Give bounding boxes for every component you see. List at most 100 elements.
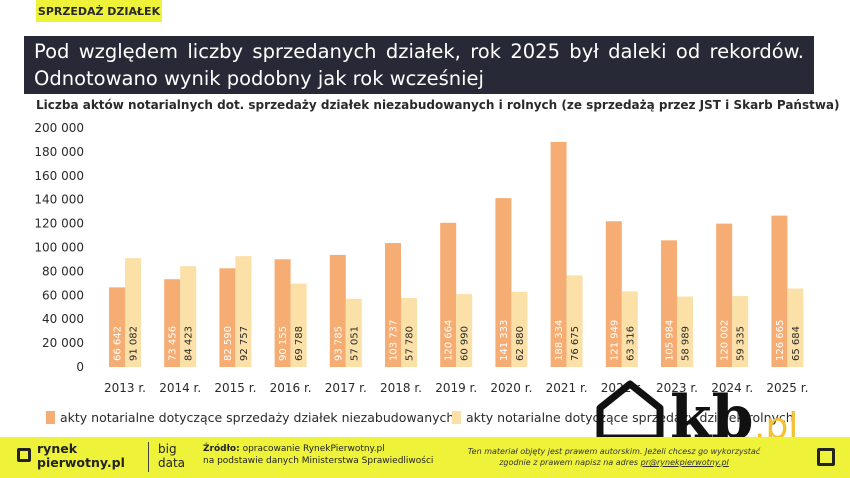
y-tick-label: 180 000 bbox=[34, 145, 84, 159]
y-tick-label: 40 000 bbox=[42, 312, 84, 326]
bar-agricultural bbox=[401, 297, 417, 367]
notice-email-link[interactable]: pr@rynekpierwotny.pl bbox=[640, 458, 729, 467]
bar-agricultural bbox=[345, 298, 362, 367]
data-label: 62 880 bbox=[515, 326, 526, 361]
copyright-notice: Ten materiał objęty jest prawem autorski… bbox=[464, 446, 764, 468]
bigdata-logo: big data bbox=[158, 442, 185, 470]
legend-item-agricultural: akty notarialne dotyczące sprzedaży dzia… bbox=[452, 410, 794, 425]
data-label: 58 989 bbox=[681, 326, 692, 361]
legend-swatch-undeveloped bbox=[46, 411, 55, 424]
x-tick-label: 2014 r. bbox=[159, 381, 201, 395]
y-tick-label: 80 000 bbox=[42, 264, 84, 278]
bar-agricultural bbox=[290, 283, 307, 367]
data-label: 76 675 bbox=[570, 326, 581, 361]
data-label: 93 785 bbox=[333, 326, 344, 361]
x-tick-label: 2016 r. bbox=[270, 381, 312, 395]
data-label: 121 949 bbox=[609, 320, 620, 361]
data-label: 105 984 bbox=[665, 320, 676, 361]
data-label: 90 155 bbox=[278, 326, 289, 361]
data-label: 120 664 bbox=[444, 320, 455, 361]
data-label: 126 665 bbox=[775, 320, 786, 361]
x-tick-label: 2018 r. bbox=[380, 381, 422, 395]
x-tick-label: 2020 r. bbox=[490, 381, 532, 395]
data-label: 92 757 bbox=[239, 326, 250, 361]
data-label: 120 002 bbox=[720, 320, 731, 361]
data-label: 69 788 bbox=[294, 326, 305, 361]
data-label: 60 990 bbox=[460, 326, 471, 361]
data-label: 91 082 bbox=[129, 326, 140, 361]
y-tick-label: 60 000 bbox=[42, 288, 84, 302]
chart-title: Liczba aktów notarialnych dot. sprzedaży… bbox=[36, 98, 840, 112]
headline: Pod względem liczby sprzedanych działek,… bbox=[24, 36, 814, 94]
bar-undeveloped bbox=[329, 254, 346, 367]
source-line-1: opracowanie RynekPierwotny.pl bbox=[239, 444, 385, 454]
legend-label-agricultural: akty notarialne dotyczące sprzedaży dzia… bbox=[466, 410, 794, 425]
data-label: 188 334 bbox=[554, 320, 565, 361]
y-tick-label: 200 000 bbox=[34, 121, 84, 135]
y-tick-label: 160 000 bbox=[34, 169, 84, 183]
data-label: 59 335 bbox=[736, 326, 747, 361]
corner-badge bbox=[806, 437, 846, 477]
bar-undeveloped bbox=[109, 287, 125, 367]
bar-agricultural bbox=[235, 256, 252, 367]
bar-agricultural bbox=[732, 296, 749, 367]
logo-line-1: rynek bbox=[37, 441, 78, 456]
rynekpierwotny-logo-icon bbox=[17, 448, 31, 462]
bar-agricultural bbox=[677, 296, 693, 367]
bar-undeveloped bbox=[550, 141, 567, 367]
footer-divider bbox=[148, 442, 149, 472]
x-tick-label: 2025 r. bbox=[766, 381, 808, 395]
x-tick-label: 2013 r. bbox=[104, 381, 146, 395]
y-tick-label: 20 000 bbox=[42, 336, 84, 350]
bigdata-line-2: data bbox=[158, 456, 186, 470]
bar-agricultural bbox=[180, 266, 197, 367]
x-tick-label: 2021 r. bbox=[546, 381, 588, 395]
bar-agricultural bbox=[511, 291, 528, 367]
bigdata-line-1: big bbox=[158, 442, 177, 456]
bar-undeveloped bbox=[605, 221, 622, 367]
data-label: 84 423 bbox=[184, 326, 195, 361]
watermark-brand: kb bbox=[670, 383, 754, 446]
source-line-2: na podstawie danych Ministerstwa Sprawie… bbox=[203, 456, 434, 466]
data-label: 57 051 bbox=[349, 326, 360, 361]
bar-agricultural bbox=[125, 258, 141, 367]
y-tick-label: 140 000 bbox=[34, 193, 84, 207]
bar-undeveloped bbox=[771, 215, 788, 367]
bar-undeveloped bbox=[385, 243, 401, 367]
source-note: Źródło: opracowanie RynekPierwotny.pl na… bbox=[203, 443, 433, 467]
bar-agricultural bbox=[621, 291, 638, 367]
logo-line-2: pierwotny.pl bbox=[37, 455, 125, 470]
bar-undeveloped bbox=[440, 222, 457, 367]
rynekpierwotny-logo: rynek pierwotny.pl bbox=[37, 442, 147, 470]
bar-undeveloped bbox=[219, 268, 236, 367]
data-label: 82 590 bbox=[223, 326, 234, 361]
data-label: 103 737 bbox=[389, 320, 400, 361]
legend-label-undeveloped: akty notarialne dotyczące sprzedaży dzia… bbox=[60, 410, 455, 425]
badge-square-icon bbox=[817, 448, 835, 466]
category-tag: SPRZEDAŻ DZIAŁEK bbox=[36, 0, 162, 22]
x-tick-label: 2019 r. bbox=[435, 381, 477, 395]
bar-undeveloped bbox=[164, 279, 181, 367]
source-label: Źródło: bbox=[203, 444, 240, 454]
house-icon bbox=[596, 380, 664, 442]
data-label: 65 684 bbox=[791, 326, 802, 361]
legend-item-undeveloped: akty notarialne dotyczące sprzedaży dzia… bbox=[46, 410, 454, 425]
bar-agricultural bbox=[787, 288, 804, 367]
bar-agricultural bbox=[566, 275, 583, 367]
x-tick-label: 2023 r. bbox=[656, 381, 698, 395]
y-tick-label: 120 000 bbox=[34, 217, 84, 231]
notice-line-2: zgodnie z prawem napisz na adres bbox=[499, 458, 641, 467]
bar-undeveloped bbox=[274, 259, 291, 367]
y-tick-label: 0 bbox=[76, 360, 84, 374]
data-label: 57 780 bbox=[405, 326, 416, 361]
bar-agricultural bbox=[456, 294, 473, 367]
bar-undeveloped bbox=[716, 223, 733, 367]
y-tick-label: 100 000 bbox=[34, 241, 84, 255]
x-tick-label: 2024 r. bbox=[711, 381, 753, 395]
legend-swatch-agricultural bbox=[452, 411, 461, 424]
notice-line-1: Ten materiał objęty jest prawem autorski… bbox=[467, 447, 761, 456]
data-label: 73 456 bbox=[168, 326, 179, 361]
data-label: 141 333 bbox=[499, 320, 510, 361]
footer-bar bbox=[0, 437, 850, 478]
x-tick-label: 2015 r. bbox=[214, 381, 256, 395]
